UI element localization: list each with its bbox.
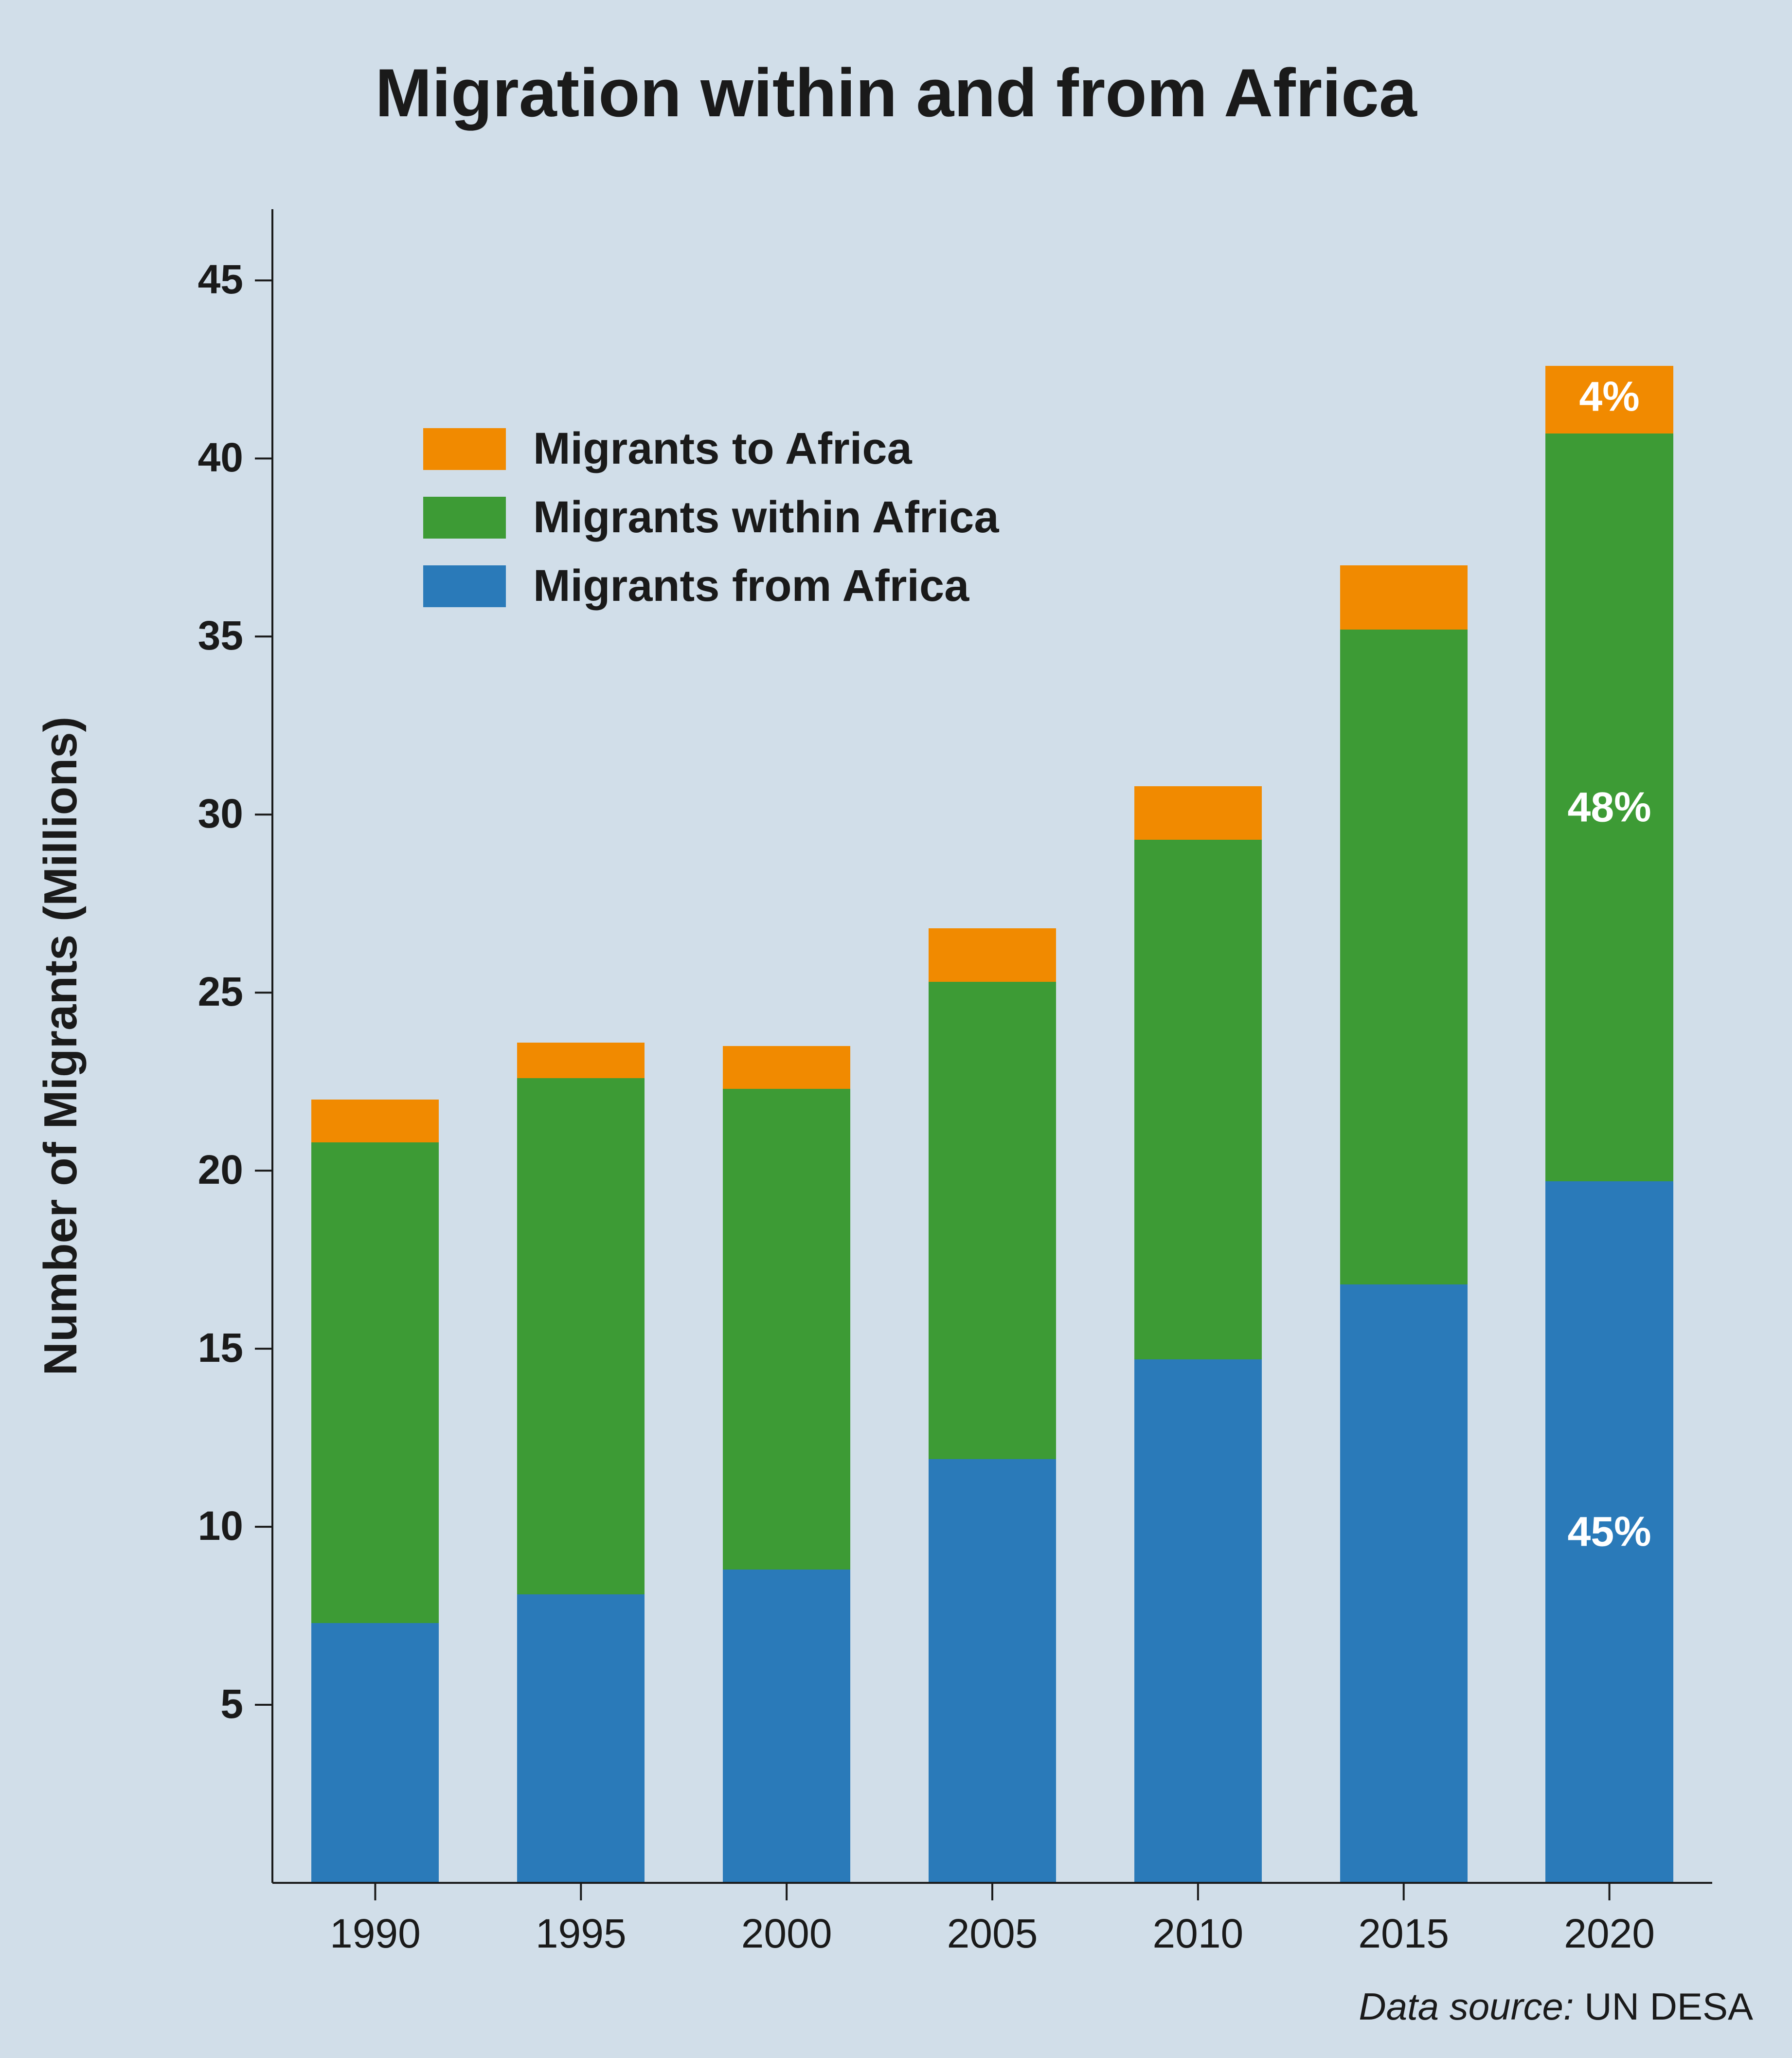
y-tick-label: 15 <box>146 1324 243 1372</box>
y-axis <box>272 209 273 1883</box>
x-tick-label: 2010 <box>1125 1910 1271 1957</box>
legend-label-within: Migrants within Africa <box>533 492 999 543</box>
bar-2020: 45% 48% 4% <box>1545 209 1673 1883</box>
y-tick-label: 5 <box>146 1680 243 1728</box>
bar-segment-to <box>517 1043 645 1078</box>
bar-segment-within <box>311 1142 439 1623</box>
legend-swatch-within <box>423 497 506 539</box>
bar-percent-label-to: 4% <box>1545 373 1673 421</box>
chart-title: Migration within and from Africa <box>0 54 1792 132</box>
bar-2010 <box>1134 209 1262 1883</box>
y-tick-label: 35 <box>146 612 243 659</box>
bar-segment-from <box>1340 1284 1468 1883</box>
bar-segment-to <box>311 1100 439 1142</box>
y-tick-label: 25 <box>146 968 243 1015</box>
bar-segment-from: 45% <box>1545 1181 1673 1883</box>
x-tick-label: 2005 <box>919 1910 1065 1957</box>
legend-swatch-to <box>423 428 506 470</box>
y-axis-label: Number of Migrants (Millions) <box>34 717 88 1376</box>
bar-segment-to: 4% <box>1545 366 1673 433</box>
data-source: Data source: UN DESA <box>1359 1985 1753 2029</box>
legend-item-to: Migrants to Africa <box>423 423 999 474</box>
x-tick-label: 2015 <box>1331 1910 1477 1957</box>
bar-segment-within <box>929 982 1056 1459</box>
legend-item-within: Migrants within Africa <box>423 492 999 543</box>
legend-label-from: Migrants from Africa <box>533 560 969 612</box>
bar-1990 <box>311 209 439 1883</box>
legend-swatch-from <box>423 565 506 607</box>
y-tick-label: 20 <box>146 1146 243 1193</box>
bar-segment-within: 48% <box>1545 433 1673 1181</box>
bar-segment-to <box>723 1046 850 1089</box>
bar-segment-to <box>1340 565 1468 630</box>
bar-segment-from <box>929 1459 1056 1883</box>
x-tick-label: 1995 <box>508 1910 654 1957</box>
data-source-label: Data source: <box>1359 1985 1584 2028</box>
legend-item-from: Migrants from Africa <box>423 560 999 612</box>
bar-segment-from <box>311 1623 439 1883</box>
bar-percent-label-within: 48% <box>1545 783 1673 831</box>
bar-segment-to <box>1134 786 1262 840</box>
data-source-value: UN DESA <box>1584 1985 1753 2028</box>
x-tick-label: 2020 <box>1537 1910 1683 1957</box>
bar-segment-within <box>723 1089 850 1570</box>
legend-label-to: Migrants to Africa <box>533 423 912 474</box>
x-tick-label: 1990 <box>302 1910 448 1957</box>
bar-segment-within <box>517 1078 645 1594</box>
bar-segment-from <box>1134 1359 1262 1883</box>
bar-segment-within <box>1134 840 1262 1360</box>
bar-segment-from <box>517 1594 645 1883</box>
chart-container: Migration within and from Africa 45% 48% 4%… <box>0 0 1792 2058</box>
bar-2015 <box>1340 209 1468 1883</box>
x-tick-label: 2000 <box>714 1910 860 1957</box>
bar-segment-to <box>929 928 1056 982</box>
y-tick-label: 40 <box>146 434 243 481</box>
legend: Migrants to Africa Migrants within Africa… <box>423 423 999 612</box>
bar-segment-from <box>723 1570 850 1883</box>
bar-percent-label-from: 45% <box>1545 1508 1673 1556</box>
y-tick-label: 45 <box>146 256 243 303</box>
y-tick-label: 10 <box>146 1502 243 1550</box>
y-tick-label: 30 <box>146 790 243 837</box>
bar-segment-within <box>1340 630 1468 1285</box>
